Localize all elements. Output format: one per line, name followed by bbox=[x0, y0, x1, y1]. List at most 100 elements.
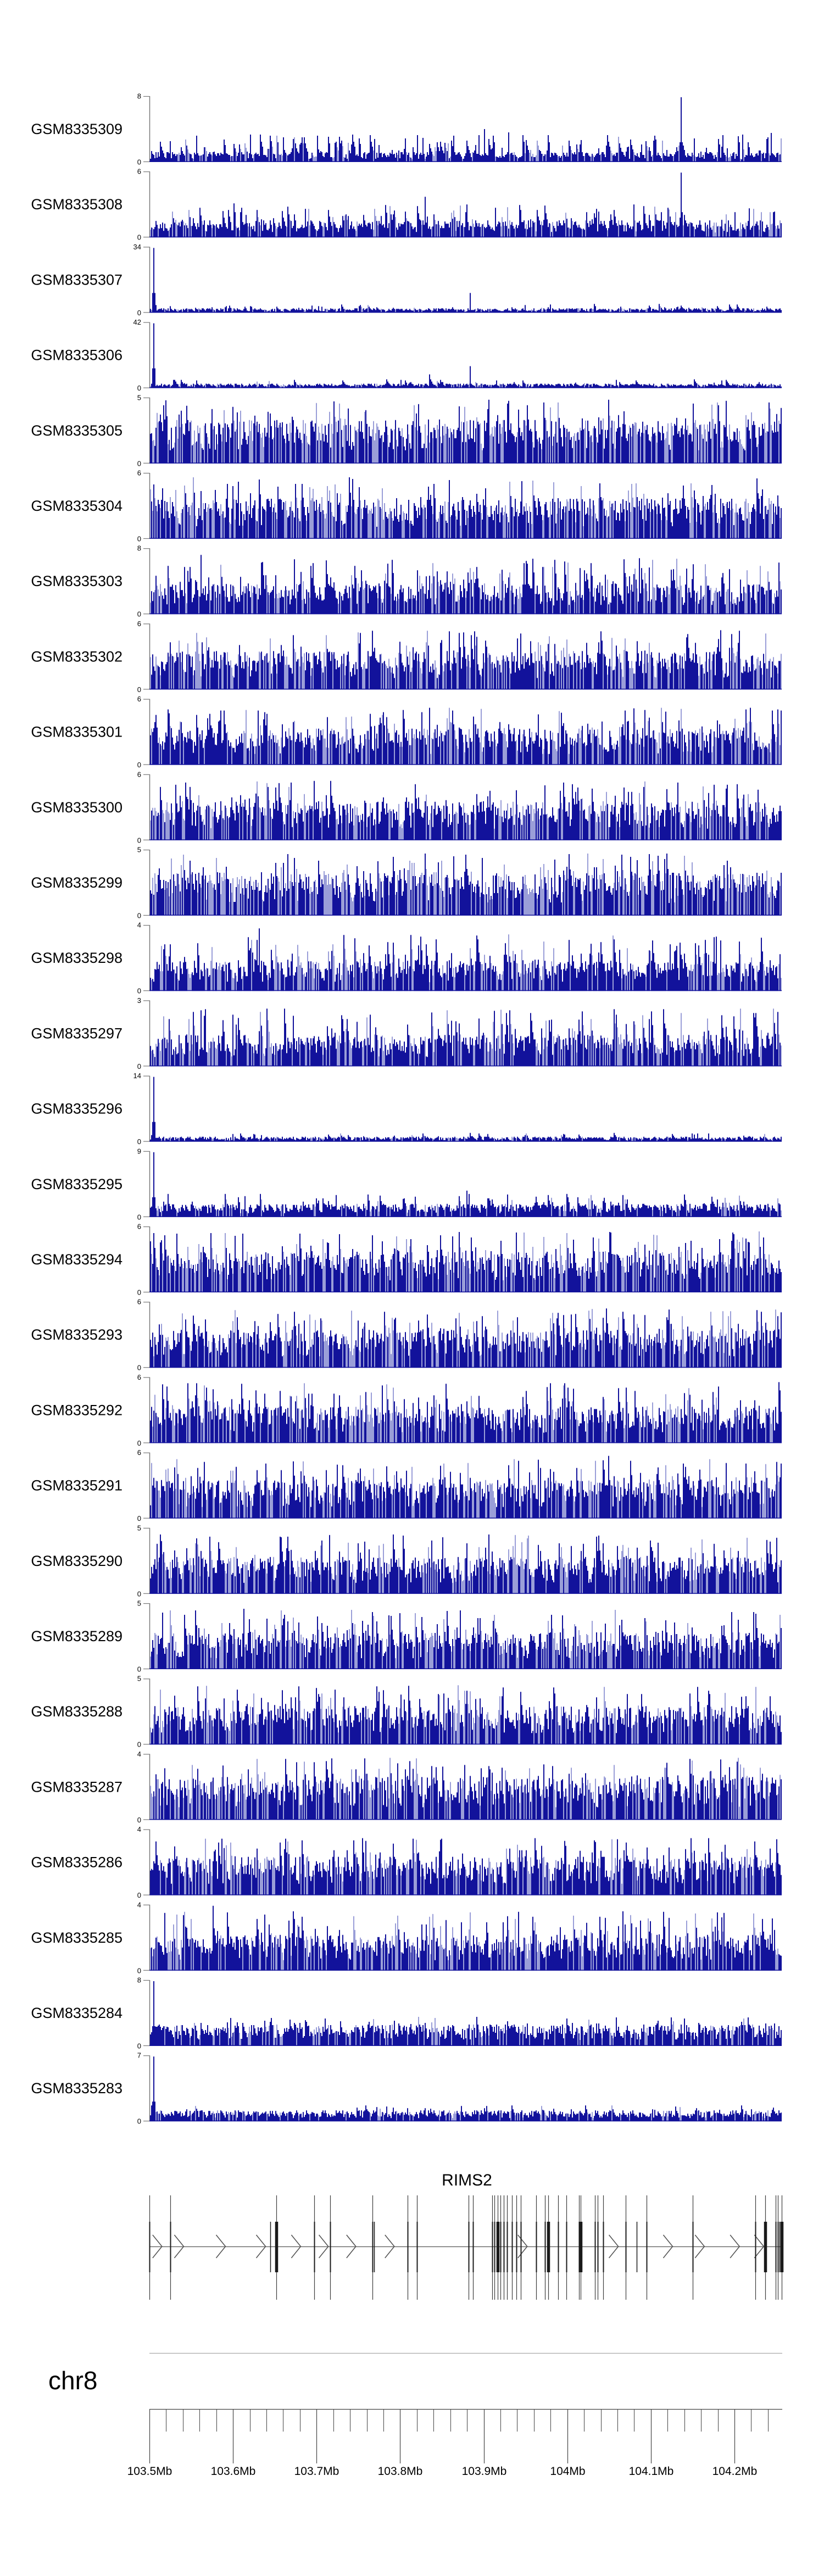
track-ymax-label: 6 bbox=[137, 695, 141, 703]
signal-baseline bbox=[149, 1894, 782, 1895]
signal-bars-light bbox=[150, 205, 781, 238]
signal-bars-light bbox=[164, 2017, 774, 2046]
signal-baseline bbox=[149, 1970, 782, 1971]
signal-bars bbox=[150, 1382, 782, 1443]
track-ymin-label: 0 bbox=[137, 1062, 141, 1070]
track-row: 6 0 GSM8335300 bbox=[31, 770, 782, 844]
signal-bars bbox=[151, 1609, 782, 1669]
track-label: GSM8335304 bbox=[31, 498, 123, 514]
gene-name-label: RIMS2 bbox=[442, 2171, 492, 2189]
track-label: GSM8335293 bbox=[31, 1326, 123, 1343]
strand-arrow-icon bbox=[385, 2234, 395, 2259]
track-row: 34 0 GSM8335307 bbox=[31, 243, 782, 317]
signal-bars bbox=[150, 1008, 781, 1067]
strand-arrow-icon bbox=[291, 2234, 302, 2259]
track-ymax-label: 4 bbox=[137, 1750, 141, 1758]
signal-baseline bbox=[149, 915, 782, 916]
track-ymax-label: 4 bbox=[137, 1900, 141, 1909]
track-row: 9 0 GSM8335295 bbox=[31, 1147, 782, 1221]
strand-arrow-icon bbox=[152, 2234, 163, 2259]
coordinate-ruler: 103.5Mb 103.6Mb 103.7Mb 103.8Mb 103.9Mb 104Mb… bbox=[127, 2352, 782, 2478]
strand-arrow-icon bbox=[346, 2234, 357, 2259]
signal-bars-light bbox=[152, 1383, 773, 1443]
signal-baseline bbox=[149, 1518, 782, 1519]
ruler-tick-label: 104.1Mb bbox=[629, 2465, 674, 2478]
track-row: 8 0 GSM8335309 bbox=[31, 92, 782, 166]
signal-baseline bbox=[149, 1819, 782, 1820]
track-ymin-label: 0 bbox=[137, 1665, 141, 1674]
track-label: GSM8335308 bbox=[31, 196, 123, 213]
signal-baseline bbox=[149, 764, 782, 765]
track-ymax-label: 5 bbox=[137, 1524, 141, 1532]
signal-tracks: 80GSM833530960GSM8335308340GSM8335307420… bbox=[31, 92, 782, 2126]
track-row: 6 0 GSM8335302 bbox=[31, 620, 782, 694]
track-ymin-label: 0 bbox=[137, 459, 141, 467]
signal-bars-light bbox=[150, 1911, 778, 1971]
track-ymin-label: 0 bbox=[137, 685, 141, 694]
track-label: GSM8335294 bbox=[31, 1251, 123, 1268]
track-ymax-label: 8 bbox=[137, 544, 141, 553]
track-ymin-label: 0 bbox=[137, 610, 141, 618]
signal-bars-light bbox=[150, 559, 781, 615]
signal-baseline bbox=[149, 2045, 782, 2046]
track-label: GSM8335288 bbox=[31, 1703, 123, 1720]
track-ymin-label: 0 bbox=[137, 761, 141, 769]
strand-arrow-icon bbox=[318, 2234, 329, 2259]
ruler-tick-label: 103.6Mb bbox=[211, 2465, 256, 2478]
ruler-tick-label: 103.5Mb bbox=[127, 2465, 172, 2478]
track-label: GSM8335292 bbox=[31, 1402, 123, 1418]
signal-bars-light bbox=[151, 934, 782, 991]
track-ymax-label: 9 bbox=[137, 1147, 141, 1155]
track-label: GSM8335286 bbox=[31, 1854, 123, 1871]
signal-bars-light bbox=[150, 1685, 777, 1745]
track-label: GSM8335295 bbox=[31, 1176, 123, 1192]
track-row: 5 0 GSM8335289 bbox=[31, 1599, 782, 1674]
track-row: 4 0 GSM8335285 bbox=[31, 1900, 782, 1975]
signal-bars bbox=[150, 97, 781, 162]
track-row: 6 0 GSM8335294 bbox=[31, 1223, 782, 1297]
track-label: GSM8335296 bbox=[31, 1101, 123, 1117]
signal-baseline bbox=[149, 1216, 782, 1217]
signal-bars bbox=[151, 630, 781, 690]
signal-bars-light bbox=[150, 1610, 781, 1669]
signal-bars bbox=[151, 555, 782, 615]
signal-baseline bbox=[149, 1743, 782, 1745]
signal-bars bbox=[151, 1686, 782, 1745]
signal-bars bbox=[151, 172, 782, 238]
track-row: 5 0 GSM8335290 bbox=[31, 1524, 782, 1598]
signal-bars-light bbox=[153, 1309, 776, 1368]
signal-bars bbox=[150, 1456, 782, 1519]
track-label: GSM8335306 bbox=[31, 347, 123, 364]
signal-bars-light bbox=[161, 1133, 773, 1142]
track-row: 4 0 GSM8335286 bbox=[31, 1825, 782, 1899]
track-row: 8 0 GSM8335284 bbox=[31, 1976, 782, 2050]
strand-arrow-icon bbox=[608, 2234, 619, 2259]
track-ymax-label: 8 bbox=[137, 92, 141, 101]
track-ymin-label: 0 bbox=[137, 1590, 141, 1598]
track-ymax-label: 4 bbox=[137, 1825, 141, 1833]
track-label: GSM8335289 bbox=[31, 1628, 123, 1644]
track-ymax-label: 3 bbox=[137, 996, 141, 1005]
track-ymax-label: 8 bbox=[137, 1976, 141, 1984]
signal-bars bbox=[150, 248, 782, 313]
track-ymin-label: 0 bbox=[137, 1364, 141, 1372]
track-ymax-label: 6 bbox=[137, 1448, 141, 1457]
track-label: GSM8335300 bbox=[31, 799, 123, 816]
track-ymax-label: 14 bbox=[133, 1072, 141, 1080]
track-label: GSM8335309 bbox=[31, 121, 123, 137]
signal-baseline bbox=[149, 387, 782, 388]
signal-bars-light bbox=[150, 631, 782, 690]
signal-baseline bbox=[149, 538, 782, 539]
signal-baseline bbox=[149, 839, 782, 840]
signal-baseline bbox=[149, 236, 782, 238]
strand-arrow-icon bbox=[662, 2234, 673, 2259]
track-ymax-label: 6 bbox=[137, 469, 141, 477]
track-ymin-label: 0 bbox=[137, 1439, 141, 1447]
ruler-tick-label: 103.7Mb bbox=[294, 2465, 339, 2478]
signal-bars bbox=[150, 1534, 782, 1594]
ruler-tick-label: 103.8Mb bbox=[378, 2465, 423, 2478]
track-label: GSM8335299 bbox=[31, 874, 123, 891]
ruler-tick-label: 103.9Mb bbox=[462, 2465, 507, 2478]
track-row: 5 0 GSM8335299 bbox=[31, 846, 782, 920]
